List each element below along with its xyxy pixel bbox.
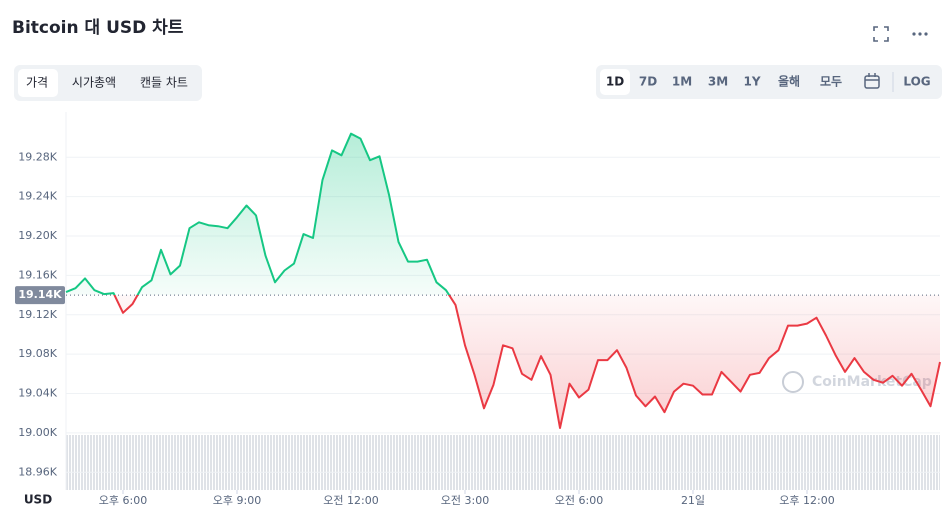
range[interactable]: 1Y (743, 75, 760, 89)
range[interactable]: 3M (708, 75, 728, 89)
y-tick-label: 19.20K (18, 229, 57, 242)
area (66, 133, 940, 428)
y-axis-label: USD (24, 493, 52, 507)
x-tick-label: 21일 (681, 493, 705, 507)
range[interactable]: 7D (639, 75, 657, 89)
y-tick-label: 19.08K (18, 347, 57, 360)
tab[interactable]: 시가총액 (72, 76, 116, 90)
plot: 18.96K 19.00K 19.04K 19.08K 19.12K 19.16K 19.2… (15, 132, 941, 507)
x-tick-label: 오후 6:00 (99, 494, 147, 507)
range-group (596, 65, 942, 99)
range[interactable]: 1M (672, 75, 692, 89)
range[interactable]: 올해 (778, 75, 800, 89)
tab-active (18, 69, 58, 97)
y-tick-label: 19.16K (18, 268, 57, 281)
y-tick-label: 19.28K (18, 150, 57, 163)
price-line (65, 132, 941, 429)
more-icon[interactable] (912, 32, 928, 36)
y-tick-label: 18.96K (18, 465, 57, 478)
tab-group (14, 65, 202, 101)
tab[interactable]: 가격 (26, 76, 48, 90)
calendar-icon[interactable] (864, 73, 880, 89)
x-tick-label: 오전 3:00 (441, 494, 489, 507)
y-tick-label: 19.12K (18, 308, 57, 321)
range-active (600, 69, 630, 95)
y-tick-label: 19.24K (18, 190, 57, 203)
tab[interactable]: 캔들 차트 (140, 76, 188, 90)
title: Bitcoin 대 USD 차트 (12, 18, 184, 38)
baseline-label: 19.14K (18, 288, 62, 301)
x-tick-label: 오전 6:00 (555, 494, 603, 507)
baseline-label-box (15, 286, 65, 305)
x-tick-label: 오전 12:00 (323, 494, 378, 507)
x-tick-label: 오후 9:00 (213, 494, 261, 507)
watermark-logo (782, 371, 804, 393)
x-tick-label: 오후 12:00 (779, 494, 834, 507)
range[interactable]: 1D (606, 75, 624, 89)
y-tick-label: 19.04K (18, 387, 57, 400)
y-tick-label: 19.00K (18, 426, 57, 439)
volume-band (66, 435, 940, 490)
range[interactable]: 모두 (820, 75, 842, 89)
range[interactable]: LOG (903, 75, 930, 89)
fullscreen-icon[interactable] (873, 26, 889, 42)
